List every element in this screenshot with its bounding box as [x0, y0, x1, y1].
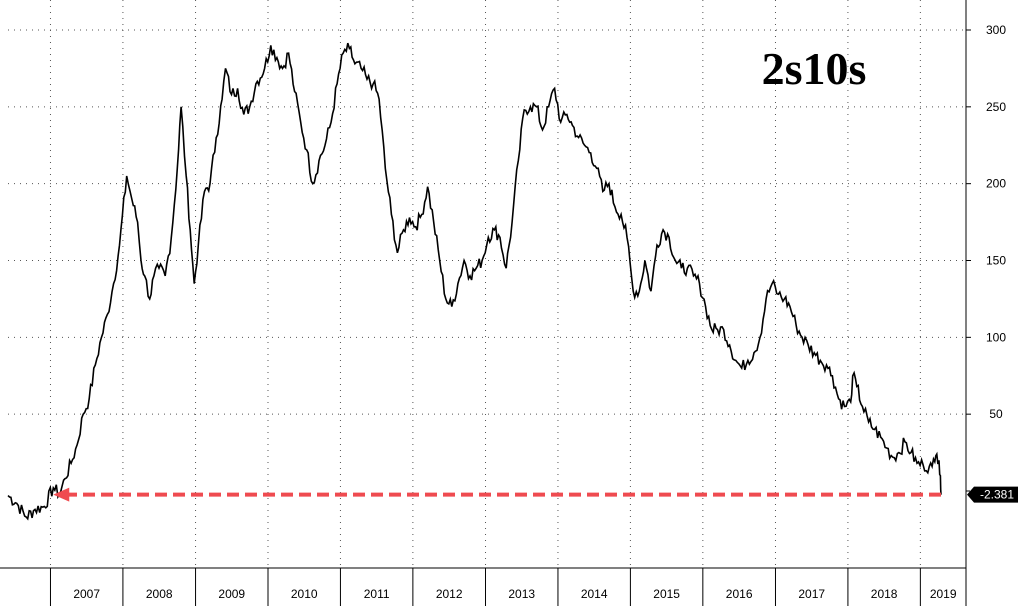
x-tick-label: 2015 [653, 587, 680, 601]
y-tick-label: 50 [989, 407, 1003, 421]
y-tick-label: 150 [986, 254, 1006, 268]
y-tick-label: 100 [986, 330, 1006, 344]
y-tick-label: 300 [986, 23, 1006, 37]
last-value-label: -2.381 [980, 488, 1014, 502]
x-tick-label: 2011 [364, 587, 390, 601]
x-axis: 2007 2008 2009 2010 2011 2012 2013 2014 2015 2016… [0, 567, 966, 606]
chart-title: 2s10s [762, 43, 867, 94]
y-axis: 50 100 150 200 250 300 [965, 0, 1006, 606]
last-value-badge: -2.381 [967, 486, 1018, 503]
reference-arrow [53, 487, 941, 502]
x-tick-label: 2013 [508, 587, 535, 601]
x-tick-label: 2009 [218, 587, 245, 601]
x-tick-label: 2007 [73, 587, 100, 601]
x-tick-label: 2012 [436, 587, 463, 601]
x-tick-label: 2014 [581, 587, 608, 601]
y-tick-label: 250 [986, 100, 1006, 114]
x-tick-label: 2019 [930, 587, 957, 601]
last-value-bg [967, 486, 1018, 503]
x-tick-label: 2018 [871, 587, 898, 601]
series-line-2s10s [7, 42, 942, 521]
y-tick-label: 200 [986, 177, 1006, 191]
arrow-head [53, 487, 70, 502]
x-tick-label: 2008 [146, 587, 173, 601]
x-tick-label: 2010 [291, 587, 318, 601]
x-tick-label: 2016 [726, 587, 753, 601]
x-tick-label: 2017 [798, 587, 825, 601]
